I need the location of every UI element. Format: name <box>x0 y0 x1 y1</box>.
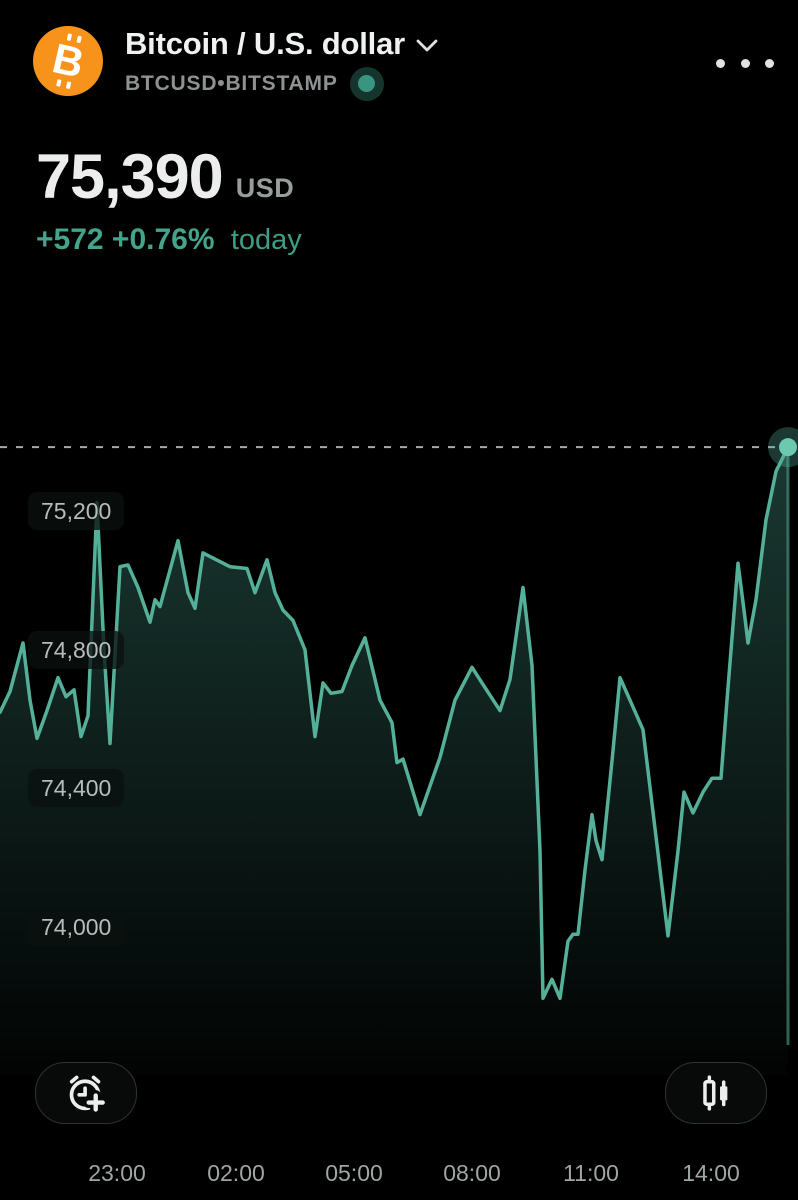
x-axis-tick: 08:00 <box>443 1160 501 1186</box>
y-axis-tick: 74,000 <box>28 908 125 946</box>
price-change: +572 +0.76% today <box>36 223 302 257</box>
exchange-name: BITSTAMP <box>225 71 338 95</box>
price-currency: USD <box>235 173 295 203</box>
page-title: Bitcoin / U.S. dollar <box>125 26 405 61</box>
change-period: today <box>230 224 302 256</box>
ellipsis-dot <box>716 58 725 68</box>
status-dot <box>358 75 376 93</box>
market-open-status-icon <box>349 66 384 101</box>
quote-block: 75,390 USD +572 +0.76% today <box>36 146 302 257</box>
symbol-selector[interactable]: Bitcoin / U.S. dollar <box>125 26 439 62</box>
chart-style-button[interactable] <box>665 1062 767 1124</box>
x-axis-tick: 23:00 <box>88 1160 146 1186</box>
candlestick-chart-icon <box>703 1075 728 1111</box>
symbol-subtitle: BTCUSD • BITSTAMP <box>125 66 439 101</box>
change-percent: +0.76% <box>111 223 215 256</box>
y-axis-tick: 74,400 <box>28 769 125 807</box>
change-absolute: +572 <box>36 223 104 256</box>
x-axis-tick: 02:00 <box>207 1160 265 1186</box>
more-menu-button[interactable] <box>716 52 774 74</box>
bitcoin-b-glyph: B <box>48 33 88 90</box>
add-alert-button[interactable] <box>35 1062 137 1124</box>
x-axis-tick: 11:00 <box>563 1160 619 1186</box>
symbol-code: BTCUSD <box>125 71 218 95</box>
alarm-clock-plus-icon <box>69 1075 108 1115</box>
y-axis-tick: 74,800 <box>28 631 125 669</box>
header: B Bitcoin / U.S. dollar BTCUSD • BITSTAM… <box>33 26 439 101</box>
bitcoin-icon: B <box>33 26 103 96</box>
subtitle-separator: • <box>217 71 226 95</box>
area-fill <box>0 447 788 1076</box>
last-price: 75,390 <box>36 142 224 212</box>
price-line <box>0 445 790 1001</box>
x-axis-tick: 14:00 <box>682 1160 740 1186</box>
ellipsis-dot <box>740 58 750 68</box>
ellipsis-dot <box>765 58 774 68</box>
chevron-down-icon[interactable] <box>415 38 439 53</box>
last-price-dot <box>779 438 797 457</box>
y-axis-tick: 75,200 <box>28 492 125 530</box>
x-axis-tick: 05:00 <box>325 1160 383 1186</box>
